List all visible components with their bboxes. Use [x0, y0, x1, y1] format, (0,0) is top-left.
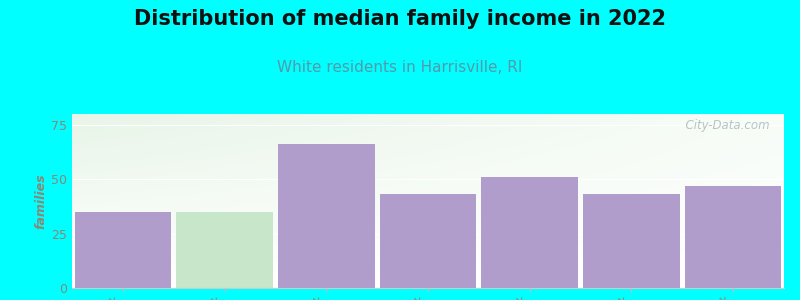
Y-axis label: families: families: [34, 173, 47, 229]
Bar: [380, 194, 476, 288]
Text: City-Data.com: City-Data.com: [678, 119, 770, 132]
Bar: [482, 177, 578, 288]
Text: Distribution of median family income in 2022: Distribution of median family income in …: [134, 9, 666, 29]
Text: White residents in Harrisville, RI: White residents in Harrisville, RI: [278, 60, 522, 75]
Bar: [583, 194, 680, 288]
Bar: [74, 212, 171, 288]
Bar: [685, 186, 782, 288]
Bar: [278, 144, 374, 288]
Bar: [176, 212, 273, 288]
